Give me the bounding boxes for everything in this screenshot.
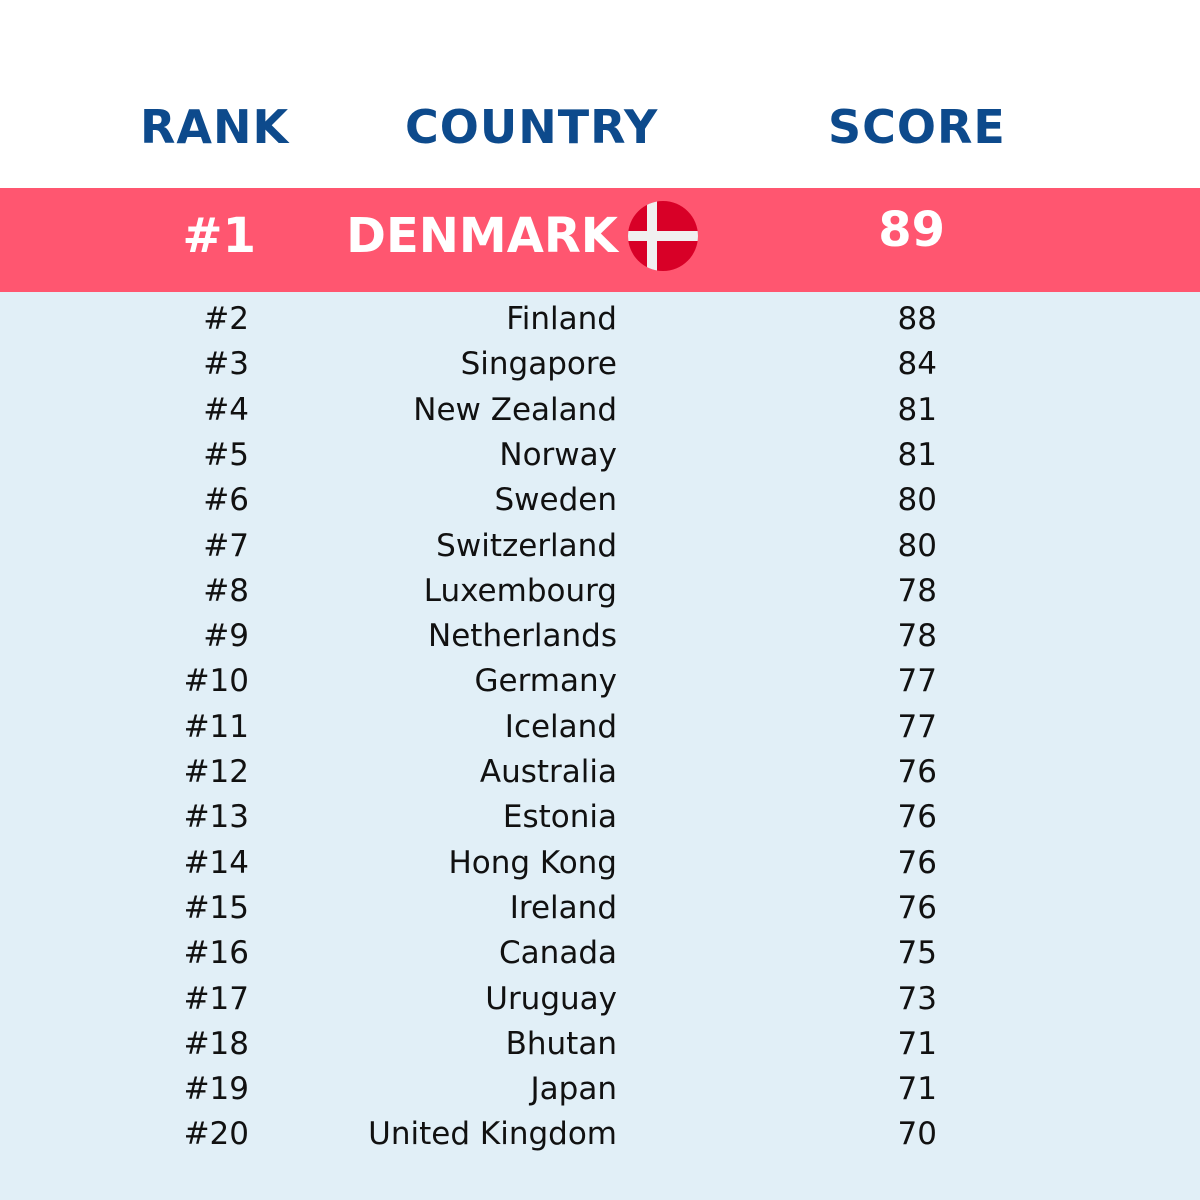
score-cell: 81 <box>897 436 937 473</box>
top-country: DENMARK <box>346 208 618 264</box>
score-cell: 76 <box>897 799 937 836</box>
rank-cell: #12 <box>183 754 249 790</box>
rank-cell: #4 <box>203 391 249 428</box>
rank-cell: #20 <box>183 1116 249 1153</box>
rank-header: RANK <box>140 100 290 154</box>
country-cell: Iceland <box>504 708 617 745</box>
rank-cell: #5 <box>203 436 249 473</box>
country-cell: Hong Kong <box>448 844 617 881</box>
country-cell: Canada <box>499 935 617 972</box>
country-cell: Netherlands <box>428 618 617 655</box>
top-score: 89 <box>878 202 945 258</box>
rank-cell: #15 <box>183 889 249 926</box>
rank-cell: #7 <box>203 527 249 564</box>
country-cell: Estonia <box>502 799 617 836</box>
country-cell: Uruguay <box>485 980 617 1017</box>
rank-cell: #3 <box>203 346 249 383</box>
rank-cell: #16 <box>183 935 249 972</box>
country-header: COUNTRY <box>405 100 659 154</box>
country-cell: Norway <box>499 436 617 473</box>
score-cell: 80 <box>897 527 937 564</box>
score-cell: 76 <box>897 889 937 926</box>
country-cell: Sweden <box>494 482 617 519</box>
rank-cell: #14 <box>183 844 249 881</box>
rank-cell: #10 <box>183 663 249 700</box>
score-cell: 71 <box>897 1025 937 1062</box>
score-cell: 76 <box>897 754 937 790</box>
score-cell: 75 <box>897 935 937 972</box>
score-cell: 76 <box>897 844 937 881</box>
table-body-background <box>0 292 1200 1200</box>
rank-cell: #13 <box>183 799 249 836</box>
score-cell: 77 <box>897 663 937 700</box>
top-rank-band <box>0 188 1200 292</box>
rank-cell: #11 <box>183 708 249 745</box>
country-cell: Finland <box>506 301 617 337</box>
score-cell: 73 <box>897 980 937 1017</box>
country-cell: United Kingdom <box>368 1116 617 1153</box>
country-cell: Singapore <box>460 346 617 383</box>
score-cell: 77 <box>897 708 937 745</box>
rank-cell: #18 <box>183 1025 249 1062</box>
country-cell: Luxembourg <box>423 572 617 609</box>
score-cell: 70 <box>897 1116 937 1153</box>
country-cell: Switzerland <box>436 527 617 564</box>
country-cell: Australia <box>479 754 617 790</box>
score-cell: 81 <box>897 391 937 428</box>
country-cell: Ireland <box>509 889 617 926</box>
denmark-flag <box>628 201 698 271</box>
score-cell: 80 <box>897 482 937 519</box>
rank-cell: #17 <box>183 980 249 1017</box>
top-rank: #1 <box>182 208 256 264</box>
country-cell: Germany <box>474 663 617 700</box>
score-cell: 88 <box>897 301 937 337</box>
score-cell: 78 <box>897 618 937 655</box>
country-cell: Bhutan <box>505 1025 617 1062</box>
country-cell: New Zealand <box>413 391 617 428</box>
score-header: SCORE <box>828 100 1006 154</box>
rank-cell: #6 <box>203 482 249 519</box>
score-cell: 78 <box>897 572 937 609</box>
rank-cell: #2 <box>203 301 249 337</box>
score-cell: 84 <box>897 346 937 383</box>
country-cell: Japan <box>530 1071 617 1108</box>
rank-cell: #9 <box>203 618 249 655</box>
rank-cell: #8 <box>203 572 249 609</box>
rank-cell: #19 <box>183 1071 249 1108</box>
score-cell: 71 <box>897 1071 937 1108</box>
